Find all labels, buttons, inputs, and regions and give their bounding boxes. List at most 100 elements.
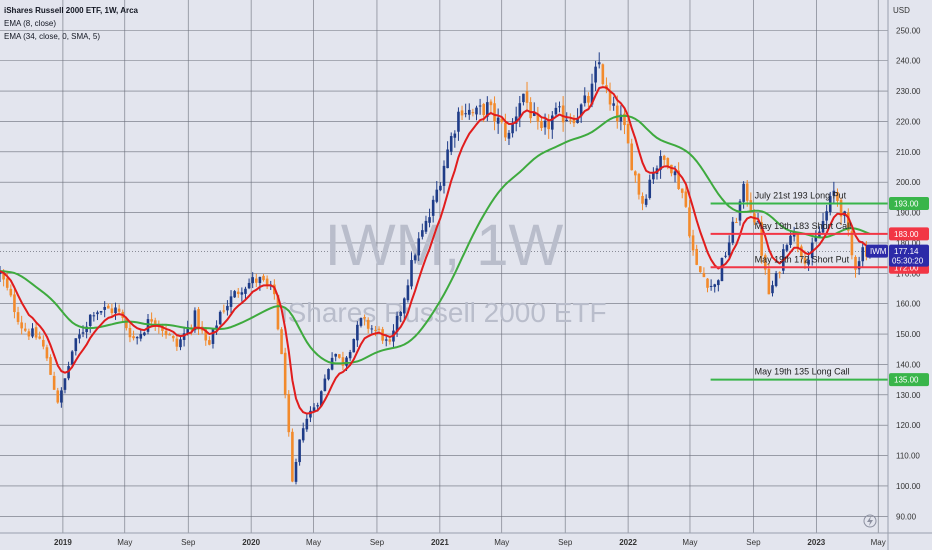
candle-body	[756, 220, 760, 222]
candle-body	[348, 352, 352, 359]
candle-body	[182, 333, 186, 340]
candle-body	[276, 294, 280, 330]
legend-ema-fast[interactable]: EMA (8, close)	[4, 19, 57, 28]
x-tick-label: 2021	[431, 538, 449, 547]
candle-body	[644, 198, 648, 205]
candle-body	[496, 117, 500, 124]
candle-body	[850, 231, 854, 256]
candle-body	[316, 405, 319, 407]
y-tick-label: 130.00	[896, 391, 921, 400]
candle-body	[327, 368, 330, 380]
candle-body	[540, 120, 543, 129]
candle-body	[529, 102, 532, 119]
candle-body	[70, 351, 74, 365]
candle-body	[88, 314, 92, 327]
candle-body	[294, 461, 298, 482]
legend-ema-slow[interactable]: EMA (34, close, 0, SMA, 5)	[4, 32, 101, 41]
candle-body	[305, 418, 309, 430]
candle-body	[153, 320, 157, 324]
candle-body	[626, 123, 630, 144]
candle-body	[38, 336, 42, 339]
candle-body	[579, 104, 583, 117]
candle-body	[745, 183, 749, 201]
candle-body	[215, 325, 218, 329]
candle-body	[34, 327, 38, 338]
candle-body	[677, 170, 680, 189]
ema-fast-line	[0, 86, 871, 415]
candle-body	[576, 117, 579, 124]
y-tick-label: 220.00	[896, 117, 921, 126]
candle-body	[60, 390, 63, 403]
candle-body	[449, 136, 453, 152]
candle-body	[175, 338, 179, 347]
lightning-icon[interactable]	[863, 514, 877, 528]
y-tick-label: 150.00	[896, 330, 921, 339]
candle-body	[117, 308, 121, 312]
candle-body	[652, 172, 655, 180]
candle-body	[312, 407, 316, 412]
candle-body	[421, 230, 424, 237]
candle-body	[601, 64, 605, 85]
y-tick-label: 180.00	[896, 239, 921, 248]
candle-body	[384, 339, 388, 341]
candle-body	[572, 119, 576, 124]
candle-body	[724, 255, 727, 257]
candle-body	[406, 285, 410, 301]
y-tick-label: 110.00	[896, 452, 920, 461]
candle-body	[680, 188, 684, 193]
candle-body	[500, 118, 504, 123]
candle-body	[287, 393, 291, 433]
level-lines[interactable]: July 21st 193 Long Put May 19th 183 Short…	[710, 190, 888, 381]
candle-body	[623, 113, 626, 126]
candle-body	[56, 390, 60, 403]
candle-body	[767, 268, 771, 295]
candle-body	[453, 133, 457, 138]
level-annotation: May 19th 183 Short Call	[755, 221, 852, 231]
candle-body	[493, 103, 496, 122]
candle-body	[236, 291, 240, 295]
candle-body	[370, 328, 374, 330]
candle-body	[186, 327, 190, 334]
candle-body	[489, 101, 493, 106]
candle-body	[839, 199, 843, 217]
candle-body	[684, 191, 688, 207]
candle-body	[428, 217, 431, 223]
candle-body	[742, 183, 745, 202]
candle-body	[796, 234, 800, 248]
candle-body	[442, 165, 446, 186]
candle-body	[760, 222, 763, 256]
candle-body	[536, 113, 540, 122]
candle-body	[522, 93, 525, 103]
candle-body	[143, 332, 146, 336]
candle-body	[518, 103, 522, 119]
x-tick-label: 2023	[807, 538, 825, 547]
candle-body	[821, 221, 825, 233]
candle-body	[110, 308, 114, 314]
legend-title[interactable]: iShares Russell 2000 ETF, 1W, Arca	[4, 6, 138, 15]
candle-body	[471, 112, 475, 114]
candle-body	[565, 120, 569, 122]
candle-body	[464, 113, 467, 115]
x-tick-label: Sep	[181, 538, 196, 547]
candle-body	[478, 105, 482, 107]
y-tick-label: 120.00	[896, 421, 921, 430]
candle-body	[229, 296, 233, 307]
candle-body	[771, 285, 774, 294]
candle-body	[735, 222, 738, 224]
candle-body	[807, 259, 810, 265]
candle-body	[244, 288, 247, 294]
last-price-value: 177.14	[894, 247, 919, 256]
x-tick-label: May	[306, 538, 321, 547]
candle-body	[258, 276, 262, 284]
candle-body	[543, 120, 547, 128]
candle-body	[27, 331, 31, 337]
candle-body	[532, 111, 536, 116]
candle-body	[659, 156, 662, 170]
candle-body	[691, 235, 695, 251]
candle-body	[240, 292, 244, 295]
x-tick-label: May	[871, 538, 886, 547]
candle-body	[13, 294, 16, 313]
